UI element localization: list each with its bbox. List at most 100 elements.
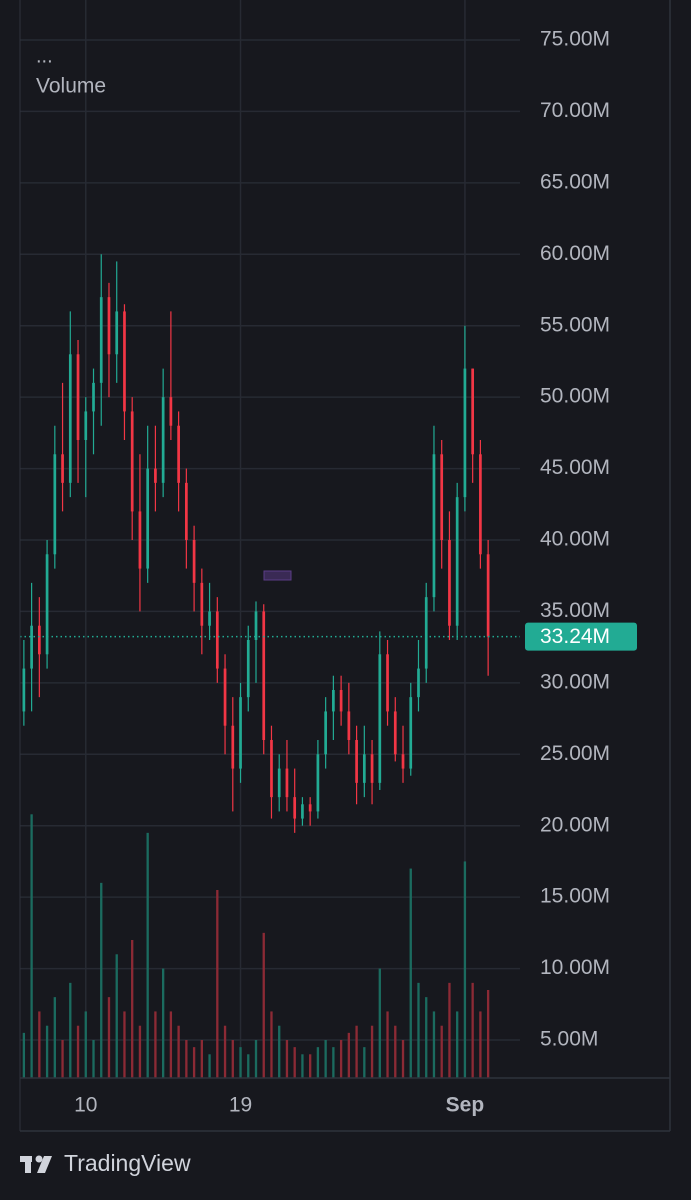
candle-body [239,697,242,769]
y-tick-label: 55.00M [540,313,610,336]
candle-body [30,625,33,669]
candle-body [409,697,413,769]
indicator-menu[interactable]: ... [36,45,53,67]
candle-body [440,454,444,540]
candle-body [208,611,211,626]
candle-body [115,311,119,355]
candle-body [185,482,188,540]
candle-body [169,397,173,426]
volume-bar [254,1040,258,1078]
volume-bar [456,1011,459,1078]
candle-body [455,497,459,626]
volume-bar [53,997,56,1078]
volume-bar [479,1011,482,1078]
candle-layer [22,254,490,833]
candle-body [347,711,351,740]
candle-body [293,797,297,819]
candle-body [92,382,95,412]
candle-body [215,611,219,669]
volume-layer [22,814,490,1078]
volume-bar [386,1011,389,1078]
candle-body [246,640,250,698]
volume-bar [425,997,428,1078]
candle-body [277,768,281,798]
candle-body [424,597,428,669]
candle-body [68,354,72,483]
volume-bar [239,1047,242,1078]
y-tick-label: 30.00M [540,670,610,693]
candle-body [177,425,180,483]
y-tick-label: 45.00M [540,456,610,479]
y-tick-label: 70.00M [540,99,610,122]
candle-body [154,468,157,483]
volume-bar [486,990,490,1078]
volume-bar [100,882,103,1078]
volume-bar [463,861,467,1078]
y-tick-label: 20.00M [540,813,610,836]
drawing-marker [263,570,292,581]
volume-bar [200,1040,203,1078]
candle-body [393,711,397,755]
volume-bar [301,1054,304,1078]
candle-body [146,468,150,569]
y-tick-label: 60.00M [540,242,610,265]
volume-bar [161,968,165,1078]
candle-body [324,711,327,755]
volume-bar [432,1011,436,1078]
candle-body [138,511,142,569]
volume-bar [115,954,118,1078]
candle-body [362,754,366,783]
y-tick-label: 65.00M [540,170,610,193]
last-price-badge [525,622,637,651]
label-layer: 5.00M 10.00M 15.00M 20.00M 25.00M 30.00M 35.00… [20,28,637,1117]
brand-name[interactable]: TradingView [64,1150,191,1176]
candle-body [231,725,235,769]
volume-bar [45,1025,49,1078]
candle-body [471,368,475,455]
candle-body [61,454,64,483]
candle-body [355,740,358,783]
volume-bar [471,982,474,1078]
volume-bar [192,1047,196,1078]
volume-bar [270,1011,273,1078]
volume-bar [92,1040,95,1078]
candle-body [401,754,405,769]
candle-body [99,297,103,383]
candle-body [448,540,451,626]
candle-body [130,411,134,512]
candle-body [45,554,49,655]
volume-bar [355,1025,358,1078]
volume-bar [285,1040,289,1078]
volume-bar [440,1025,443,1078]
candle-body [332,690,335,712]
volume-bar [363,1047,366,1078]
volume-bar [146,832,149,1078]
volume-bar [208,1054,211,1078]
y-tick-label: 35.00M [540,599,610,622]
volume-bar [177,1025,180,1078]
volume-legend: Volume [36,75,106,98]
volume-bar [30,814,33,1078]
volume-bar [223,1025,227,1078]
volume-bar [123,1011,126,1078]
x-tick-label: 19 [229,1094,252,1117]
volume-bar [378,968,381,1078]
volume-bar [339,1040,343,1078]
x-tick-label: 10 [74,1094,97,1117]
candle-body [285,768,289,798]
candle-body [308,804,312,812]
candle-body [339,690,343,712]
last-price-label: 33.24M [540,625,610,648]
volume-bar [448,982,451,1078]
volume-bar [185,1040,188,1078]
candle-body [53,454,57,555]
volume-bar [216,890,219,1078]
volume-bar [401,1040,405,1078]
volume-bar [262,932,265,1078]
x-tick-label: Sep [446,1094,485,1117]
volume-bar [22,1032,26,1078]
y-tick-label: 50.00M [540,385,610,408]
volume-bar [69,982,72,1078]
